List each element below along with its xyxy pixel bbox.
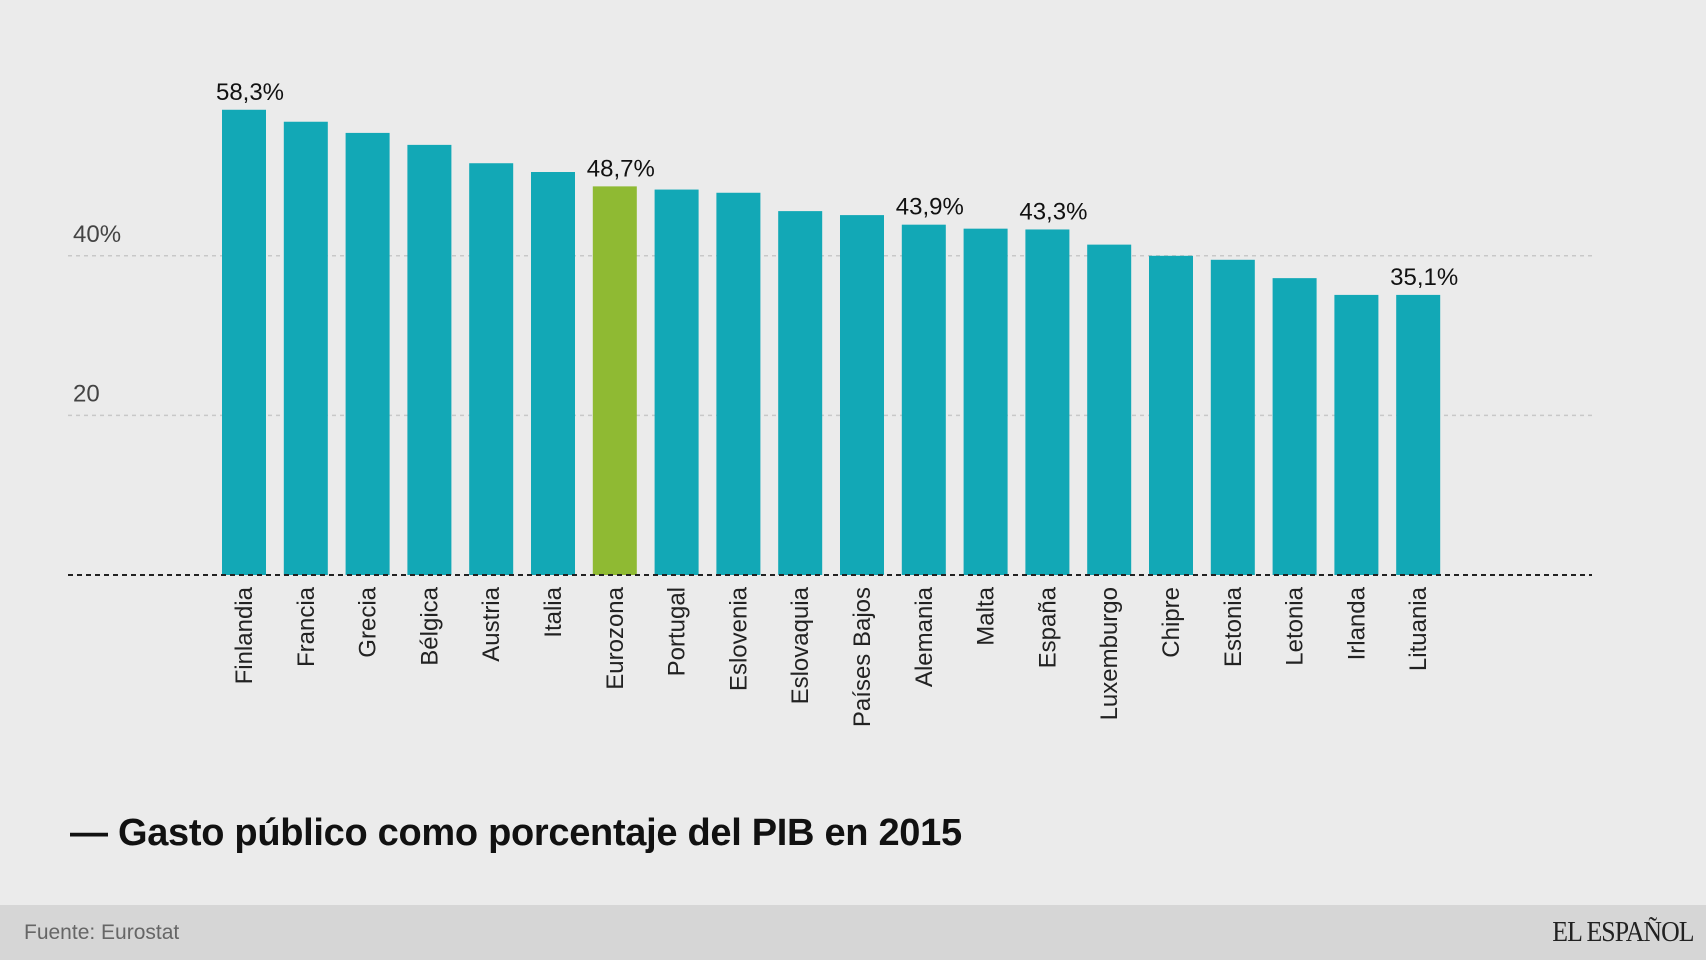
data-label: 43,9% [896,194,964,221]
category-label: Estonia [1220,586,1247,667]
bar-alemania [901,224,946,576]
category-label: Eurozona [602,586,629,689]
category-label: Lituania [1405,586,1432,671]
category-label: Eslovenia [725,586,752,691]
bar-letonia [1272,278,1317,575]
bar-finlandia [222,109,266,576]
bar-eurozona [592,186,637,575]
bar-irlanda [1334,294,1379,575]
data-label: 35,1% [1390,264,1458,291]
source-text: Fuente: Eurostat [24,921,180,944]
category-label: Finlandia [231,586,258,684]
category-label: Letonia [1282,586,1309,665]
footer-bar: Fuente: Eurostat EL ESPAÑOL [0,905,1706,960]
category-label: Francia [293,586,320,667]
category-label: Alemania [911,586,938,687]
bar-chart: 40% 20 Finlandia Francia Grecia Bélgica Austri… [68,79,1592,727]
category-label: España [1034,586,1061,668]
category-label: Bélgica [416,586,443,665]
bar-chipre [1149,255,1193,576]
bar-grecia [345,132,390,575]
bar-portugal [654,189,699,576]
bar-eslovaquia [778,211,823,575]
category-label: Grecia [355,586,382,657]
category-label: Malta [973,586,1000,645]
category-label: Portugal [664,587,691,676]
category-label: Eslovaquia [787,586,814,704]
category-label: Austria [478,586,505,661]
data-label: 43,3% [1019,198,1087,225]
bar-austria [469,163,514,575]
category-label: Países Bajos [849,587,876,727]
brand-logo: EL ESPAÑOL [1552,917,1695,948]
category-label: Irlanda [1343,586,1370,660]
bar-luxemburgo [1087,244,1132,576]
bar-eslovenia [716,192,761,575]
category-label: Luxemburgo [1096,587,1123,720]
category-label: Chipre [1158,587,1185,658]
bar-lituania [1396,294,1441,575]
bar-malta [963,228,1008,575]
bar-italia [531,172,575,575]
bar-francia [283,121,328,576]
bar-bélgica [407,144,452,576]
bar-países-bajos [840,215,884,576]
data-label: 58,3% [216,79,284,106]
category-label: Italia [540,586,567,637]
bar-estonia [1210,259,1255,575]
y-tick-label: 40% [73,221,121,248]
chart-title: — Gasto público como porcentaje del PIB … [70,812,962,854]
y-tick-label: 20 [73,380,100,407]
data-label: 48,7% [587,155,655,182]
bar-españa [1025,229,1070,575]
